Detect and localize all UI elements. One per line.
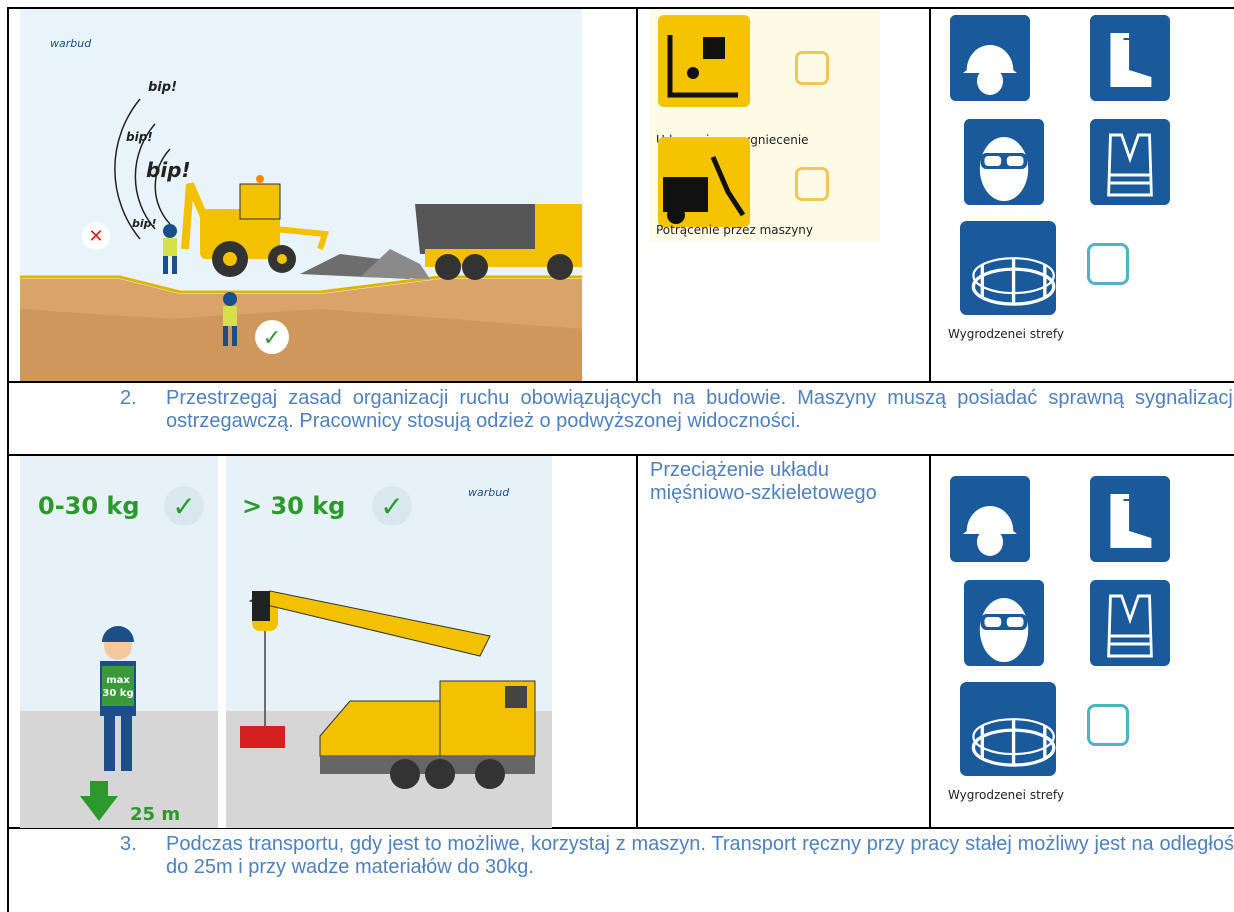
illustration-lifting: 0-30 kg ✓ > 30 kg ✓ warbud max 30 kg 25 …	[20, 456, 552, 828]
checkbox[interactable]	[795, 51, 829, 85]
ppe-icon	[960, 682, 1056, 776]
checkbox[interactable]	[795, 167, 829, 201]
ppe-label: Wygrodzenei strefy	[948, 788, 1064, 802]
hazard-icon	[658, 137, 750, 227]
ppe-icon	[960, 221, 1056, 315]
logo: warbud	[50, 37, 92, 50]
hazard-label: Potrącenie przez maszyny	[656, 223, 813, 237]
ppe-icon	[950, 15, 1030, 101]
instruction: 2. Przestrzegaj zasad organizacji ruchu …	[148, 387, 1234, 433]
checkbox[interactable]	[1087, 243, 1129, 285]
illustration-traffic: ✕ ✓ bip! bip! bip! bip! warbud	[20, 9, 582, 381]
svg-text:✕: ✕	[88, 226, 103, 247]
ppe-icon	[1090, 476, 1170, 562]
table-border	[636, 454, 638, 828]
ppe-label: Wygrodzenei strefy	[948, 327, 1064, 341]
page: ✕ ✓ bip! bip! bip! bip! warbud Uderzenie…	[0, 0, 1234, 912]
logo: warbud	[468, 486, 510, 499]
sign-text: max	[106, 675, 130, 686]
svg-text:✓: ✓	[263, 326, 281, 351]
hazard-icon	[658, 15, 750, 107]
ppe-icon	[964, 580, 1044, 666]
ppe-panel: Wygrodzenei strefy	[942, 9, 1192, 349]
svg-text:✓: ✓	[380, 490, 403, 523]
table-border	[7, 7, 9, 912]
ppe-panel: Wygrodzenei strefy	[942, 470, 1192, 810]
table-border	[929, 7, 931, 382]
checkbox[interactable]	[1087, 704, 1129, 746]
ppe-icon	[964, 119, 1044, 205]
ppe-icon	[950, 476, 1030, 562]
hazard-panel: Uderzenie, przygniecenie Potrącenie prze…	[650, 9, 880, 241]
weight-label: > 30 kg	[242, 492, 345, 520]
instruction: 3. Podczas transportu, gdy jest to możli…	[148, 833, 1234, 879]
hazard-text: Przeciążenie układu mięśniowo-szkieletow…	[650, 459, 890, 505]
sign-text: 30 kg	[102, 688, 133, 699]
item-number: 2.	[120, 387, 137, 410]
table-border	[636, 7, 638, 382]
sound-text: bip!	[146, 158, 191, 182]
sound-text: bip!	[126, 130, 153, 144]
distance-label: 25 m	[130, 804, 180, 825]
ppe-icon	[1090, 119, 1170, 205]
sound-text: bip!	[132, 217, 157, 230]
ppe-icon	[1090, 580, 1170, 666]
sound-text: bip!	[148, 80, 177, 95]
ppe-icon	[1090, 15, 1170, 101]
weight-label: 0-30 kg	[38, 492, 140, 520]
table-border	[8, 381, 1234, 383]
svg-text:✓: ✓	[172, 490, 195, 523]
instruction-text: Podczas transportu, gdy jest to możliwe,…	[166, 833, 1234, 878]
table-border	[929, 454, 931, 828]
item-number: 3.	[120, 833, 137, 856]
instruction-text: Przestrzegaj zasad organizacji ruchu obo…	[166, 387, 1234, 432]
